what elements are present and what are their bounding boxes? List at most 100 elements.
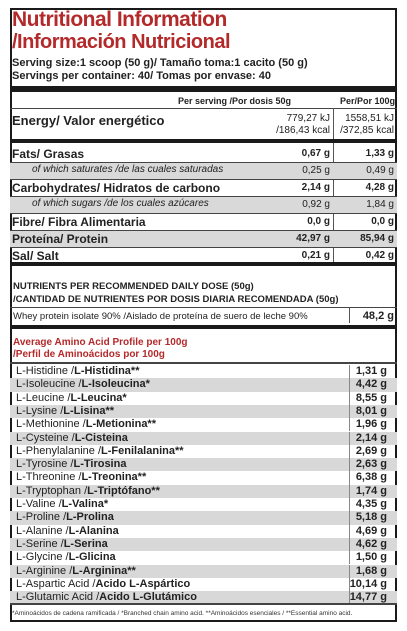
amino-separator [10,362,397,364]
amino-name-spanish: L-Treonina** [81,471,147,484]
amino-column-divider [349,511,350,525]
amino-name-spanish: L-Glicina [68,551,116,564]
energy-kcal-serving: /186,43 kcal [276,125,330,136]
amino-name-english: L-Cysteine [16,431,69,444]
nutrient-value-100g: 1,84 g [366,199,394,210]
amino-name-spanish: L-Valina* [61,498,109,510]
amino-row: L-Valine /L-Valina* 4,35 g [16,498,387,512]
nutrient-value-serving: 42,97 g [296,233,330,244]
nutrient-label: Proteína/ Protein [12,232,109,246]
amino-name-english: L-Leucine [16,391,65,404]
rdd-divider [349,307,350,323]
nutrient-row-separator [10,196,397,197]
nutrient-row-separator [10,179,397,180]
amino-name-spanish: L-Histidina** [74,365,140,377]
title-english: Nutritional Information [12,8,227,31]
amino-column-divider [349,498,350,512]
amino-value: 1,31 g [355,365,387,377]
amino-name-spanish: L-Tirosina [73,458,127,471]
amino-value: 1,74 g [355,484,387,497]
amino-name-spanish: L-Triptófano** [87,484,160,497]
amino-value: 4,69 g [355,524,387,537]
amino-row: L-Phenylalanine /L-Fenilalanina** 2,69 g [16,444,387,459]
amino-name-english: L-Glycine [16,551,63,564]
nutrient-row-shade [10,231,397,247]
thick-rule-energy [10,139,397,143]
amino-name-english: L-Aspartic Acid [16,577,90,590]
amino-value: 1,68 g [355,564,387,577]
thick-rule-top [10,86,397,92]
amino-row: L-Tyrosine /L-Tirosina 2,63 g [10,458,397,472]
amino-row: L-Tryptophan /L-Triptófano** 1,74 g [10,484,397,498]
amino-column-divider [349,418,350,432]
amino-row: L-Isoleucine /L-Isoleucina* 4,42 g [10,378,397,392]
amino-column-divider [349,444,350,459]
nutrient-value-100g: 85,94 g [360,233,394,244]
amino-name-english: L-Valine [16,498,56,510]
amino-name-spanish: L-Leucina* [70,391,127,404]
rdd-item-value: 48,2 g [362,310,394,322]
amino-row: L-Aspartic Acid /Acido L-Aspártico 10,14 … [16,577,387,592]
amino-name-spanish: L-Alanina [68,524,119,537]
amino-name-english: L-Glutamic Acid [16,591,94,604]
nutrient-value-100g: 1,33 g [365,148,394,159]
amino-row: L-Methionine /L-Metionina** 1,96 g [16,418,387,432]
amino-column-divider [349,378,350,392]
amino-column-divider [349,591,350,605]
column-divider [333,108,334,262]
nutrient-value-100g: 0,0 g [371,216,394,227]
amino-name-spanish: L-Cisteina [74,431,128,444]
rdd-title-english: NUTRIENTS PER RECOMMENDED DAILY DOSE (50… [13,281,254,292]
amino-value: 2,69 g [355,444,387,457]
amino-row: L-Alanine /L-Alanina 4,69 g [16,524,387,538]
amino-value: 1,50 g [355,551,387,564]
amino-column-divider [349,484,350,498]
amino-name-english: L-Lysine [16,404,58,417]
amino-row: L-Glutamic Acid /Acido L-Glutámico 14,77 … [10,591,397,605]
amino-name-english: L-Alanine [16,524,63,537]
thick-rule-rdd [10,325,397,329]
rdd-title-spanish: /CANTIDAD DE NUTRIENTES POR DOSIS DIARIA… [13,294,339,305]
nutrient-value-100g: 0,49 g [366,165,394,176]
amino-value: 10,14 g [349,577,387,590]
amino-name-spanish: Acido L-Glutámico [99,591,197,604]
amino-name-spanish: L-Fenilalanina** [101,444,184,457]
amino-column-divider [349,431,350,445]
amino-value: 4,62 g [355,537,387,550]
amino-name-english: L-Tyrosine [16,458,68,471]
nutrient-value-100g: 0,42 g [365,250,394,261]
nutrient-value-serving: 0,21 g [301,250,330,261]
amino-name-english: L-Proline [16,511,61,524]
nutrient-label: of which saturates /de las cuales satura… [32,164,224,175]
nutrient-row-separator [10,247,397,248]
rdd-separator [10,307,397,308]
amino-name-spanish: L-Serina [63,537,108,550]
nutrient-label: Fats/ Grasas [12,147,85,161]
amino-column-divider [349,524,350,538]
nutrient-label: Fibre/ Fibra Alimentaria [12,215,146,229]
energy-kj-100g: 1558,51 kJ [345,113,394,124]
amino-value: 4,42 g [355,378,387,391]
amino-column-divider [349,537,350,552]
footnote-separator [10,603,397,605]
rdd-item-label: Whey protein isolate 90% /Aislado de pro… [13,311,308,322]
column-header-100g: Per/Por 100g [340,96,396,106]
nutrient-row-shade [10,197,397,213]
nutrient-value-serving: 2,14 g [301,182,330,193]
amino-value: 8,01 g [355,404,387,417]
amino-row: L-Histidine /L-Histidina** 1,31 g [16,365,387,379]
energy-kcal-100g: /372,85 kcal [340,125,394,136]
amino-column-divider [349,577,350,592]
amino-value: 6,38 g [355,471,387,484]
amino-value: 8,55 g [355,391,387,404]
column-header-serving: Per serving /Por dosis 50g [178,96,292,106]
nutrient-label: of which sugars /de los cuales azúcares [32,198,209,209]
amino-row: L-Proline /L-Prolina 5,18 g [10,511,397,525]
amino-value: 5,18 g [355,511,387,524]
amino-name-spanish: L-Prolina [66,511,114,524]
thick-rule-nutrients [10,262,397,266]
amino-value: 2,63 g [355,458,387,471]
amino-row: L-Threonine /L-Treonina** 6,38 g [16,471,387,485]
nutrient-row-shade [10,163,397,179]
footnote: *Aminoácidos de cadena ramificada / *Bra… [12,610,353,617]
